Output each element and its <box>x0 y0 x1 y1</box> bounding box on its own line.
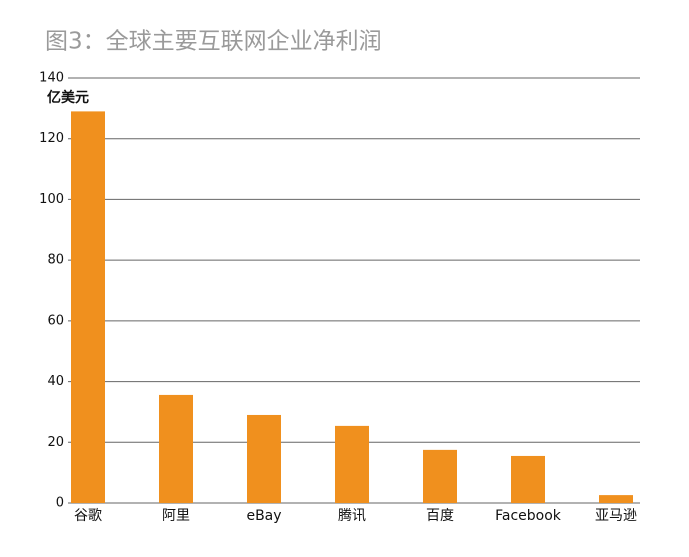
y-tick-label: 140 <box>39 71 64 86</box>
x-tick-label: 百度 <box>426 508 454 524</box>
x-tick-label: 谷歌 <box>74 508 102 524</box>
y-tick-label: 80 <box>47 253 64 268</box>
x-tick-label: eBay <box>246 508 281 524</box>
y-tick-label: 100 <box>39 192 64 207</box>
bar <box>159 394 193 503</box>
x-tick-label: 阿里 <box>162 508 190 524</box>
bar <box>511 455 545 503</box>
y-tick-label: 40 <box>47 374 64 389</box>
bar <box>247 414 281 503</box>
y-tick-label: 60 <box>47 313 64 328</box>
x-tick-label: 亚马逊 <box>595 508 637 524</box>
x-tick-label: Facebook <box>495 508 562 524</box>
bar <box>599 495 633 503</box>
y-tick-label: 20 <box>47 435 64 450</box>
y-unit: 亿美元 <box>47 89 89 106</box>
bar <box>335 425 369 503</box>
y-tick-label: 0 <box>56 496 64 511</box>
x-tick-label: 腾讯 <box>338 507 366 524</box>
y-tick-label: 120 <box>39 131 64 146</box>
chart-title: 图3：全球主要互联网企业净利润 <box>45 29 382 55</box>
bar <box>423 449 457 503</box>
bar <box>71 111 105 504</box>
